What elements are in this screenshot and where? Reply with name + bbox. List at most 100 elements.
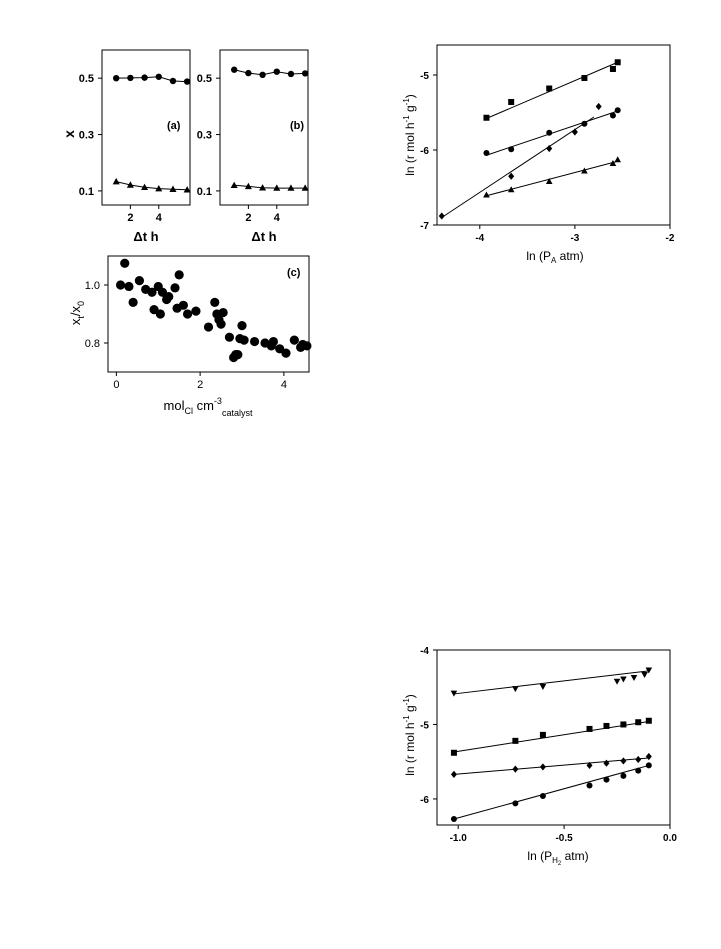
panel-b-label: (b) xyxy=(290,120,304,132)
panel-d-xtick-label: -3 xyxy=(570,233,579,244)
panel-c-xtick-label: 4 xyxy=(281,379,287,391)
panel-e-ylabel: ln (r mol h-1 g-1) xyxy=(402,694,417,776)
panel-c-label: (c) xyxy=(287,267,301,279)
panel-a-label: (a) xyxy=(167,120,181,132)
panel-b-series-1-point xyxy=(287,184,295,191)
panel-b-xlabel: Δt h xyxy=(251,229,276,244)
panel-d-series-3-point xyxy=(507,186,515,193)
panel-c-xtick-label: 2 xyxy=(197,379,203,391)
panel-d-xtick-label: -4 xyxy=(475,233,484,244)
panel-d-ylabel: ln (r mol h-1 g-1) xyxy=(402,94,417,176)
panel-a-series-1-point xyxy=(155,184,163,192)
panel-e-series-0-point xyxy=(620,676,627,683)
panel-d-series-2-point xyxy=(438,212,445,220)
panel-e-ytick-label: -5 xyxy=(420,720,429,731)
panel-a-ytick-label: 0.3 xyxy=(79,130,94,142)
panel-e-series-0-point xyxy=(630,675,638,682)
panel-e-series-0-fit-line xyxy=(453,670,649,695)
panel-e-series-2-fit-line xyxy=(453,757,649,775)
panel-c-series-0-point xyxy=(249,336,260,347)
panel-e-series-3-point xyxy=(645,762,652,769)
panel-d-series-1-point xyxy=(609,112,616,119)
panel-e-series-0-point xyxy=(641,672,648,679)
panel-d-xtick-label: -2 xyxy=(666,233,675,244)
panel-e-series-1-point xyxy=(620,721,627,728)
panel-e-series-1-fit-line xyxy=(453,720,649,753)
panel-b-plot: 2 4 0.1 0.3 0.5 xyxy=(197,66,309,224)
panel-a-series-1-point xyxy=(169,185,177,192)
panel-c-ylabel: xt/x0 xyxy=(68,301,86,325)
panel-e-series-1-point xyxy=(450,749,457,756)
panel-d-frame xyxy=(436,44,671,226)
panel-c-series-0-point xyxy=(281,348,291,358)
panel-d-series-0-point xyxy=(483,114,490,121)
panel-e-series-2-point xyxy=(450,770,457,778)
panel-c-ytick-label: 1.0 xyxy=(85,280,100,292)
panel-e-series-1-point xyxy=(512,737,519,744)
panel-b-series-0-line xyxy=(234,69,306,76)
panel-d-series-1-point xyxy=(614,107,621,114)
panel-b-series-1-point xyxy=(273,184,281,191)
panel-d-series-0-point xyxy=(546,85,553,92)
panel-d-ytick-label: -6 xyxy=(420,146,429,157)
panel-b-series-1-line xyxy=(234,184,306,189)
panel-a-series-0-line xyxy=(116,76,188,83)
panel-a-xtick-label: 4 xyxy=(156,212,163,224)
panel-c-series-0-point xyxy=(174,270,184,280)
panel-d-xlabel: ln (PA atm) xyxy=(526,249,583,265)
panel-c-series-0-point xyxy=(191,306,201,316)
panel-e-series-3-point xyxy=(512,800,519,807)
panel-d-series-2-fit-line xyxy=(441,116,595,218)
panel-e-series-3-point xyxy=(450,816,457,823)
panel-e-xtick-label: 0.0 xyxy=(663,833,677,844)
panel-e-xtick-label: -1.0 xyxy=(450,833,468,844)
panel-e-series-3-point xyxy=(586,782,593,789)
panel-c-series-0-point xyxy=(237,321,247,331)
panel-a-xtick-label: 2 xyxy=(127,212,133,224)
panel-e-series-0-point xyxy=(613,678,621,685)
panel-b-series-0-point xyxy=(259,71,266,79)
panel-c-series-0-point xyxy=(210,297,220,307)
panel-c-series-0-point xyxy=(182,309,193,319)
panel-e-series-2-point xyxy=(603,759,610,767)
panel-a-ytick-label: 0.5 xyxy=(79,73,94,85)
panel-b-ytick-label: 0.1 xyxy=(197,186,212,198)
panel-b-series-1-point xyxy=(230,181,238,188)
panel-a-frame xyxy=(101,49,191,206)
panel-d-series-3-point xyxy=(545,178,553,185)
panel-c-series-0-point xyxy=(239,335,249,345)
panel-e-series-3-point xyxy=(539,792,546,799)
panel-c-series-0-point xyxy=(268,336,279,347)
panel-c: 0 2 4 0.8 1.0 (c) xt/x0 molCl cm-3catalyst xyxy=(68,255,312,418)
panel-b-frame xyxy=(219,49,309,206)
panel-b-ytick-label: 0.3 xyxy=(197,130,212,142)
panel-d-ytick-label: -5 xyxy=(420,71,429,82)
panel-e-series-0-point xyxy=(645,667,653,674)
panel-d-series-0-point xyxy=(581,75,588,81)
panel-a-series-0-point xyxy=(169,77,177,85)
panel-a-xlabel: Δt h xyxy=(133,229,158,244)
panel-d-series-1-point xyxy=(483,150,490,156)
panel-d-series-2-point xyxy=(508,172,515,180)
panel-e-series-1-point xyxy=(645,717,652,724)
panel-c-series-0-point xyxy=(115,280,126,290)
panel-e-series-2-point xyxy=(512,765,519,773)
panel-c-series-0-point xyxy=(233,350,243,360)
panel-b: 2 4 0.1 0.3 0.5 (b) Δt h xyxy=(197,49,309,244)
panel-d-series-2-point xyxy=(595,102,602,111)
panel-b-ytick-label: 0.5 xyxy=(197,73,212,85)
panel-c-ytick-label: 0.8 xyxy=(85,338,100,350)
panel-d-series-3-point xyxy=(581,167,588,174)
panel-e-series-2-point xyxy=(586,761,593,770)
panel-c-series-0-point xyxy=(134,276,145,286)
panel-c-series-0-point xyxy=(289,335,299,345)
panel-c-series-0-point xyxy=(203,322,214,332)
panel-e-series-0-point xyxy=(512,686,519,693)
panel-c-series-0-point xyxy=(224,332,235,342)
panel-a-series-0-point xyxy=(155,73,162,80)
panel-e-series-1-point xyxy=(586,725,593,732)
panel-b-series-1-point xyxy=(259,184,267,191)
panel-e-series-2-point xyxy=(645,752,652,761)
panel-e-series-1-point xyxy=(539,731,546,738)
